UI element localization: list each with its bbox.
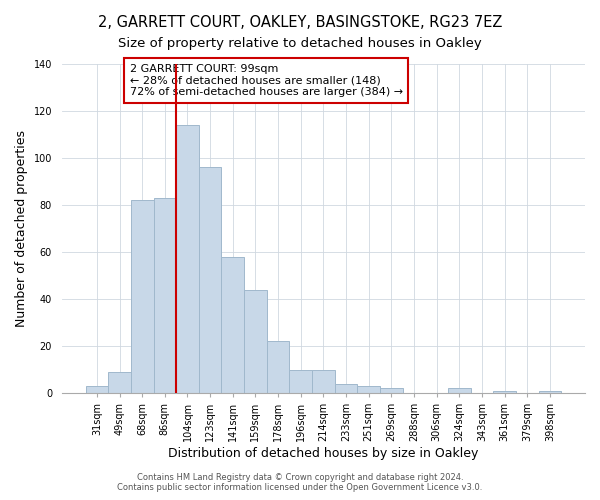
- Bar: [244, 290, 267, 393]
- Bar: [493, 390, 516, 393]
- Bar: [335, 384, 358, 393]
- Bar: [267, 342, 289, 393]
- Bar: [221, 256, 244, 393]
- Bar: [380, 388, 403, 393]
- Text: Contains HM Land Registry data © Crown copyright and database right 2024.
Contai: Contains HM Land Registry data © Crown c…: [118, 473, 482, 492]
- Y-axis label: Number of detached properties: Number of detached properties: [15, 130, 28, 327]
- Text: 2 GARRETT COURT: 99sqm
← 28% of detached houses are smaller (148)
72% of semi-de: 2 GARRETT COURT: 99sqm ← 28% of detached…: [130, 64, 403, 97]
- Bar: [539, 390, 561, 393]
- Bar: [86, 386, 108, 393]
- Bar: [108, 372, 131, 393]
- Bar: [312, 370, 335, 393]
- Bar: [199, 168, 221, 393]
- Text: Size of property relative to detached houses in Oakley: Size of property relative to detached ho…: [118, 38, 482, 51]
- X-axis label: Distribution of detached houses by size in Oakley: Distribution of detached houses by size …: [168, 447, 479, 460]
- Bar: [289, 370, 312, 393]
- Bar: [358, 386, 380, 393]
- Bar: [448, 388, 470, 393]
- Text: 2, GARRETT COURT, OAKLEY, BASINGSTOKE, RG23 7EZ: 2, GARRETT COURT, OAKLEY, BASINGSTOKE, R…: [98, 15, 502, 30]
- Bar: [131, 200, 154, 393]
- Bar: [154, 198, 176, 393]
- Bar: [176, 125, 199, 393]
